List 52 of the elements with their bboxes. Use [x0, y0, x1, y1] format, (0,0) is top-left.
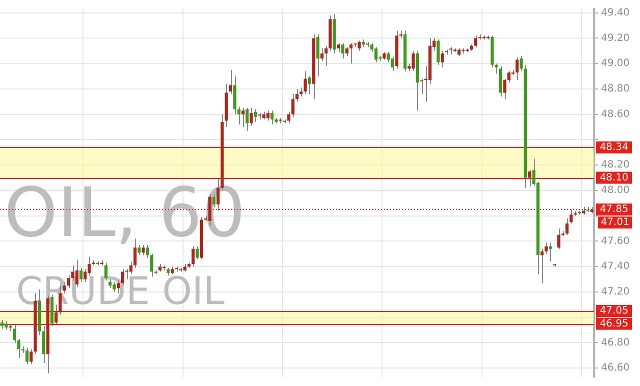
candlestick [304, 70, 307, 95]
y-tick-label: 49.00 [601, 58, 630, 70]
candlestick [349, 42, 353, 64]
y-tick-label: 47.60 [601, 236, 630, 247]
candlestick [142, 244, 145, 256]
candlestick [516, 56, 519, 81]
candlestick [557, 228, 560, 250]
ref-line-label: 46.95 [600, 318, 628, 330]
candlestick [358, 40, 361, 52]
candlestick [241, 107, 245, 128]
y-tick-label: 47.40 [601, 261, 630, 272]
candlestick [138, 244, 141, 256]
ref-line-label: 48.34 [600, 142, 628, 153]
ref-line-label: 47.85 [600, 204, 628, 216]
y-tick-label: 48.80 [601, 84, 630, 95]
candlestick [146, 244, 150, 258]
candlestick [548, 242, 552, 262]
candlestick [308, 76, 312, 95]
y-tick-label: 48.00 [601, 185, 630, 196]
candlestick [412, 50, 415, 72]
y-tick-label: 49.40 [601, 7, 630, 18]
candlestick [254, 108, 258, 122]
y-tick-label: 49.20 [601, 32, 630, 44]
candlestick [390, 56, 394, 72]
candlestick [270, 110, 274, 125]
candlestick [341, 42, 344, 59]
candlestick [30, 348, 33, 365]
candlestick [42, 326, 46, 364]
text: 47.01 [600, 217, 630, 228]
y-tick-label: 47.20 [601, 286, 630, 298]
y-tick-label: 48.60 [601, 108, 630, 120]
candlestick [528, 170, 532, 188]
ref-line-label: 48.10 [600, 172, 628, 184]
candlestick [246, 107, 249, 132]
y-tick-label: 46.80 [601, 337, 630, 348]
candlestick [320, 48, 324, 62]
candlestick [436, 38, 440, 66]
candlestick [150, 253, 154, 278]
candlestick [374, 46, 378, 63]
candlestick [25, 347, 29, 365]
y-tick-label: 48.20 [601, 160, 630, 171]
candlestick [494, 63, 498, 74]
candlestick [474, 35, 478, 48]
candlestick [228, 69, 232, 95]
candlestick [440, 50, 444, 68]
candlestick [420, 78, 424, 95]
candlestick [266, 110, 270, 122]
candlestick [520, 55, 523, 72]
ref-line-label: 47.05 [600, 306, 628, 317]
candlestick [250, 107, 253, 126]
y-tick-label: 46.60 [601, 362, 630, 374]
candlestick [565, 218, 569, 236]
